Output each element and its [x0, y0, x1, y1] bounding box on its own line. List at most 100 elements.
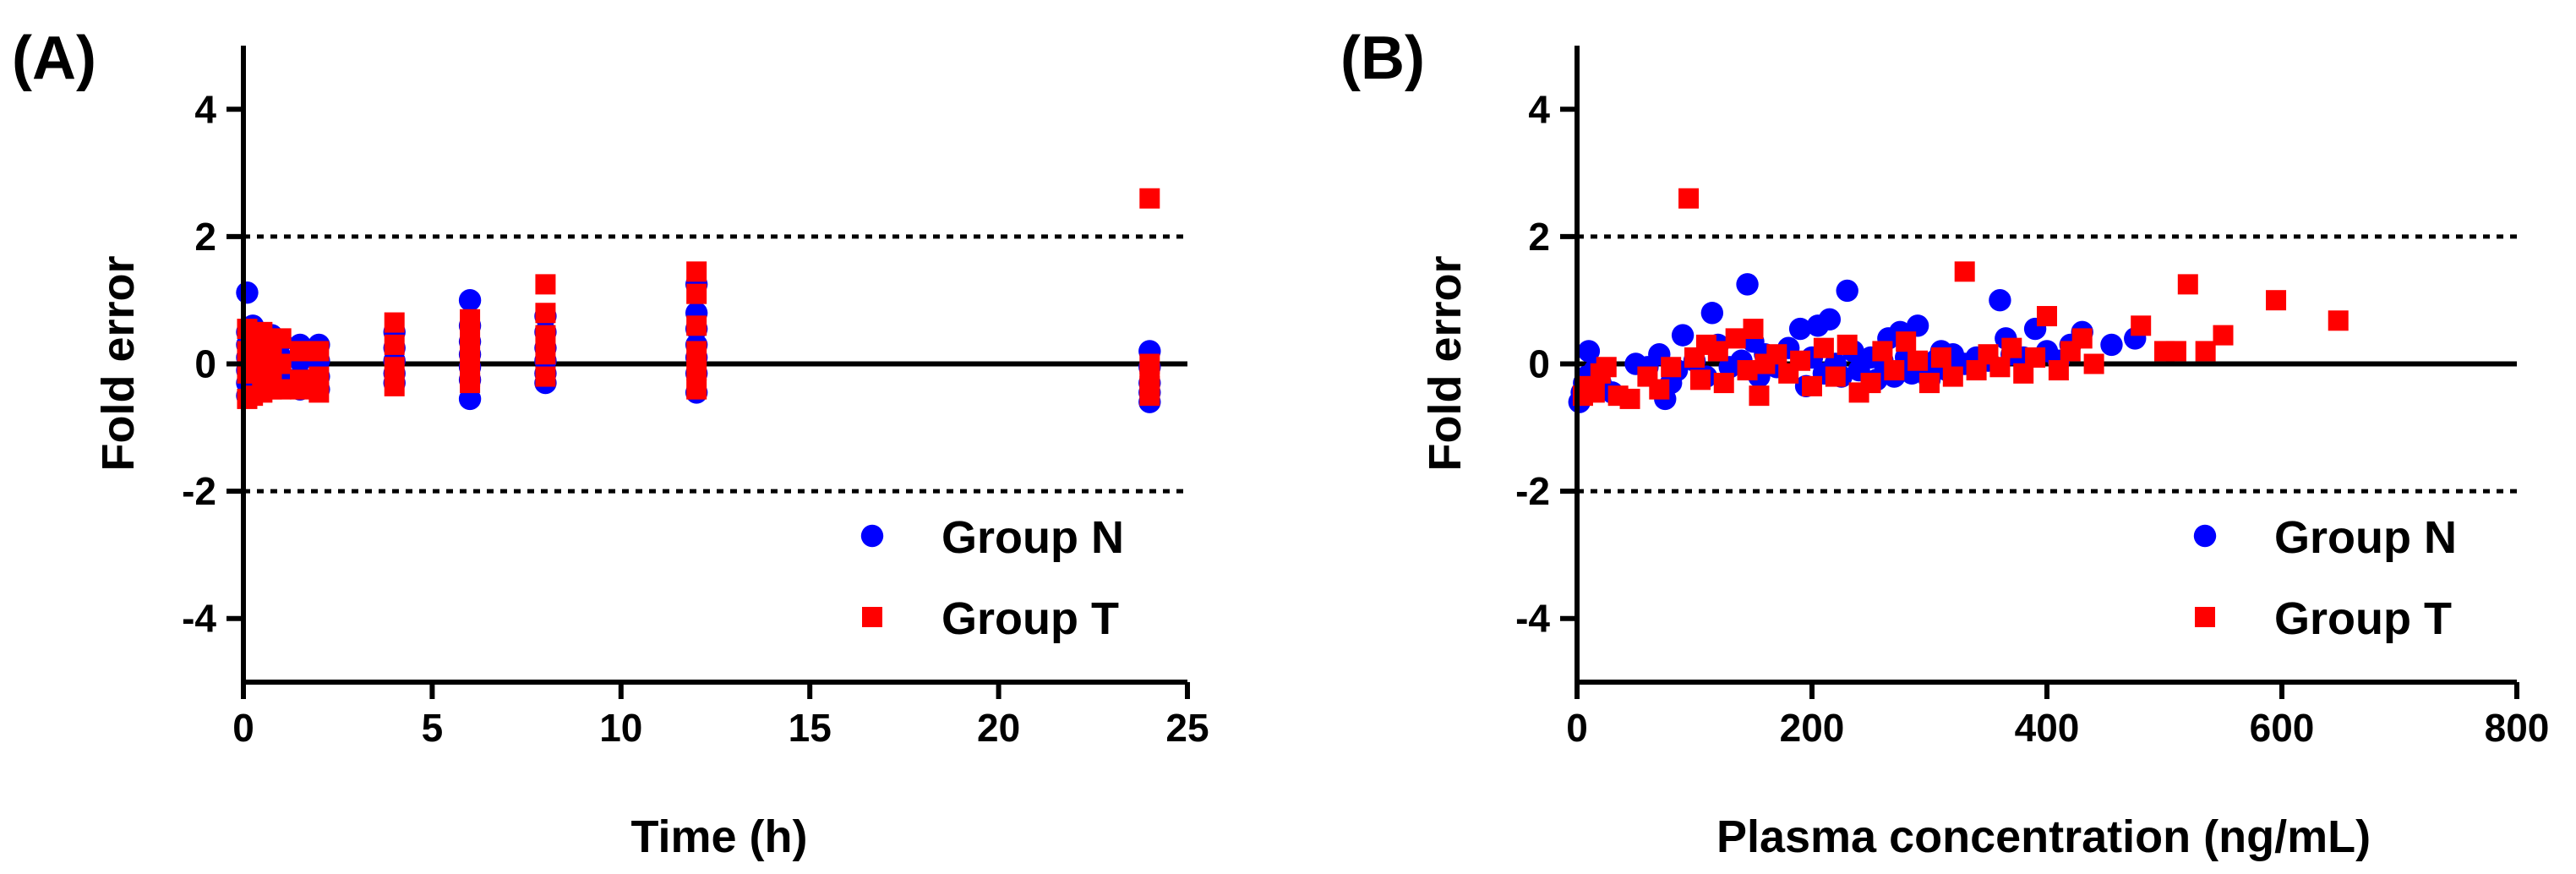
- group-n-point: [2100, 333, 2123, 357]
- group-t-point: [686, 360, 707, 381]
- group-t-point: [2195, 341, 2216, 362]
- y-axis-title-group: Fold error: [93, 255, 144, 471]
- group-t-point: [1942, 366, 1963, 387]
- group-n-point: [1818, 308, 1842, 330]
- group-t-point: [270, 379, 292, 400]
- group-t-point: [1872, 341, 1893, 362]
- group-t-point: [1749, 385, 1770, 407]
- group-n-point: [1788, 317, 1812, 341]
- group-n-point: [1906, 314, 1929, 337]
- legend-marker: [2193, 524, 2217, 548]
- x-tick-label: 25: [1165, 706, 1209, 750]
- y-tick-label: 0: [1528, 342, 1550, 386]
- group-t-point: [2025, 347, 2046, 368]
- group-t-point: [1766, 344, 1787, 365]
- group-t-point: [1790, 350, 1811, 371]
- x-tick-label: 10: [599, 706, 642, 750]
- group-t-point: [1737, 360, 1758, 381]
- group-t-point: [535, 325, 556, 346]
- group-t-point: [1619, 388, 1640, 409]
- group-t-point: [1954, 261, 1975, 282]
- group-t-point: [1139, 188, 1160, 209]
- group-t-point: [1884, 360, 1905, 381]
- group-t-point: [535, 344, 556, 365]
- group-t-point: [2037, 306, 2057, 327]
- group-t-point: [1836, 334, 1858, 355]
- group-t-point: [270, 328, 292, 349]
- group-n-point: [1700, 302, 1724, 325]
- legend-marker: [860, 524, 884, 548]
- panel-b: (B) Fold error Plasma concentration (ng/…: [1340, 25, 2549, 862]
- group-t-point: [1989, 357, 2011, 378]
- group-n-point: [1671, 324, 1695, 347]
- group-n-point: [458, 387, 482, 411]
- y-tick-label: -4: [1515, 597, 1550, 641]
- group-t-point: [290, 379, 311, 400]
- group-t-point: [2071, 328, 2093, 349]
- group-t-point: [1907, 350, 1929, 371]
- x-tick-label: 800: [2485, 706, 2550, 750]
- group-t-point: [535, 366, 556, 387]
- x-tick-label: 600: [2250, 706, 2315, 750]
- group-t-point: [535, 303, 556, 324]
- legend-label: Group N: [2274, 512, 2457, 563]
- group-t-point: [2266, 290, 2287, 311]
- group-t-point: [1678, 188, 1700, 209]
- group-t-point: [2083, 353, 2104, 374]
- legend-label: Group N: [941, 512, 1124, 563]
- group-t-point: [1813, 337, 1834, 358]
- y-tick-label: 4: [194, 87, 216, 131]
- group-t-point: [1584, 382, 1605, 403]
- x-axis-title: Plasma concentration (ng/mL): [1716, 811, 2371, 862]
- group-t-point: [1596, 357, 1617, 378]
- group-t-point: [308, 382, 330, 403]
- x-tick-label: 20: [977, 706, 1020, 750]
- group-t-point: [460, 309, 481, 330]
- group-t-point: [1649, 379, 1670, 400]
- group-t-point: [1802, 375, 1822, 396]
- group-t-point: [2328, 310, 2349, 331]
- legend-marker: [862, 607, 882, 627]
- group-n-point: [458, 289, 482, 312]
- y-tick-label: 4: [1528, 87, 1550, 131]
- y-tick-label: -2: [1515, 469, 1550, 513]
- group-n-point: [1736, 273, 1759, 296]
- group-t-point: [1139, 385, 1160, 407]
- x-tick-label: 200: [1780, 706, 1845, 750]
- x-axis-title: Time (h): [630, 811, 807, 862]
- legend-label: Group T: [941, 593, 1119, 644]
- legend-marker: [2195, 607, 2215, 627]
- group-n-point: [236, 281, 259, 304]
- group-t-point: [1919, 373, 1940, 394]
- group-t-point: [1713, 373, 1734, 394]
- y-axis-title-group: Fold error: [1420, 255, 1471, 471]
- y-axis-title: Fold error: [93, 255, 144, 471]
- group-t-point: [2165, 341, 2186, 362]
- group-t-point: [384, 312, 405, 333]
- y-tick-label: 2: [194, 215, 216, 259]
- group-n-point: [1836, 279, 1858, 303]
- y-axis-title: Fold error: [1420, 255, 1471, 471]
- x-tick-label: 0: [232, 706, 254, 750]
- group-n-point: [1577, 340, 1601, 363]
- group-t-point: [384, 334, 405, 355]
- group-t-point: [1860, 373, 1881, 394]
- group-t-point: [2213, 325, 2234, 346]
- group-t-point: [290, 341, 311, 362]
- group-t-point: [460, 328, 481, 349]
- group-t-point: [1689, 369, 1711, 391]
- group-t-point: [686, 315, 707, 336]
- group-t-point: [2048, 360, 2069, 381]
- group-t-point: [460, 347, 481, 368]
- group-t-point: [535, 274, 556, 295]
- group-t-point: [1930, 347, 1951, 368]
- group-t-point: [686, 261, 707, 282]
- group-t-point: [1661, 357, 1682, 378]
- panel-label: (B): [1340, 25, 1425, 92]
- group-t-point: [384, 357, 405, 378]
- group-n-point: [1989, 289, 2011, 312]
- group-t-point: [1725, 328, 1746, 349]
- group-t-point: [384, 375, 405, 396]
- y-tick-label: 0: [194, 342, 216, 386]
- group-t-point: [460, 373, 481, 394]
